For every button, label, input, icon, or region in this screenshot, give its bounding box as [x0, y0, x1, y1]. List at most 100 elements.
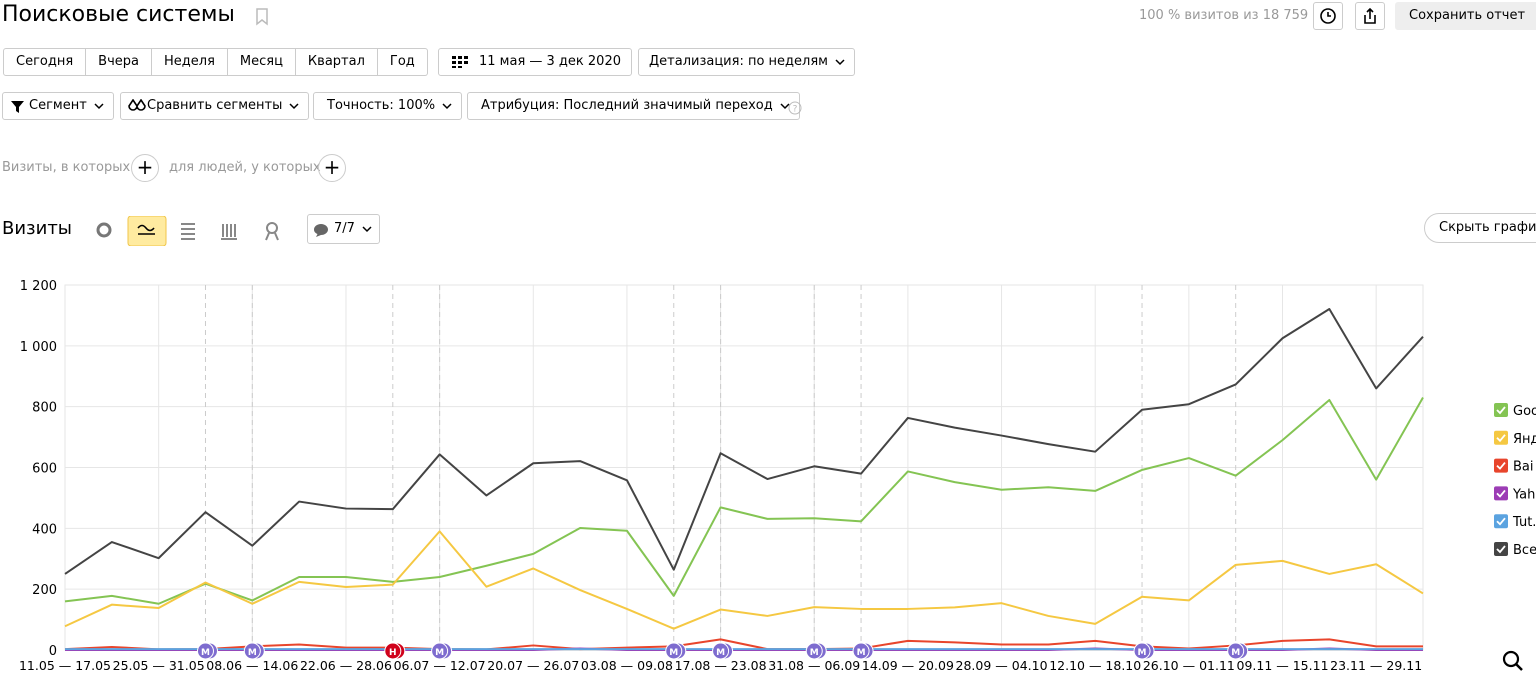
annotation-marker[interactable]: M — [852, 642, 874, 660]
period-button[interactable]: Квартал — [295, 48, 378, 76]
x-tick-label: 12.10 — 18.10 — [1049, 658, 1141, 673]
x-tick-label: 06.07 — 12.07 — [394, 658, 486, 673]
annotation-label: M — [810, 648, 819, 658]
legend-check — [1496, 406, 1506, 415]
annotation-marker[interactable]: H — [384, 642, 406, 660]
x-tick-label: 03.08 — 09.08 — [581, 658, 673, 673]
period-button[interactable]: Вчера — [86, 48, 152, 76]
compare-button[interactable]: Сравнить сегменты — [120, 92, 310, 120]
x-tick-label: 31.08 — 06.09 — [768, 658, 860, 673]
annotation-circle — [665, 642, 683, 660]
y-tick-label: 400 — [32, 522, 57, 537]
y-tick-label: 800 — [32, 401, 57, 416]
x-tick-label: 28.09 — 04.10 — [956, 658, 1048, 673]
series-line — [64, 397, 1424, 605]
visits-share: 100 % визитов из 18 759 — [1139, 8, 1309, 23]
series-count-button[interactable]: 7/7 — [307, 214, 380, 244]
x-tick-label: 23.11 — 29.11 — [1330, 658, 1422, 673]
filter-label: Атрибуция: Последний значимый переход — [481, 98, 773, 113]
y-tick-label: 1 000 — [20, 340, 57, 355]
series-line — [64, 530, 1424, 630]
detail-button[interactable]: Детализация: по неделям — [638, 48, 855, 76]
annotation-marker[interactable]: M — [712, 642, 734, 660]
history-button[interactable] — [1313, 2, 1343, 30]
legend-item[interactable]: Янд — [1494, 430, 1536, 447]
date-range-button[interactable]: 11 мая — 3 дек 2020 — [438, 48, 632, 76]
legend-check — [1496, 517, 1506, 526]
period-group: Сегодня Вчера Неделя Месяц Квартал Год — [3, 48, 428, 76]
annotation-circle — [1133, 642, 1151, 660]
legend-item[interactable]: Goo — [1494, 403, 1536, 419]
legend-item[interactable]: Все — [1494, 542, 1536, 558]
y-tick-label: 600 — [32, 462, 57, 477]
y-tick-label: 200 — [32, 583, 57, 598]
annotation-label: M — [248, 648, 257, 658]
annotation-circle — [852, 642, 870, 660]
hide-chart-button[interactable]: Скрыть график — [1424, 213, 1536, 243]
period-button[interactable]: Сегодня — [3, 48, 87, 76]
legend-item[interactable]: Tut. — [1494, 514, 1536, 530]
annotation-circle — [1227, 642, 1245, 660]
x-tick-label: 08.06 — 14.06 — [206, 658, 298, 673]
annotation-label: M — [669, 648, 678, 658]
x-tick-label: 09.11 — 15.11 — [1237, 658, 1329, 673]
legend-check — [1496, 462, 1506, 470]
annotation-marker[interactable]: M — [196, 642, 218, 660]
bookmark-icon[interactable] — [255, 8, 269, 26]
svg-text:?: ? — [793, 105, 798, 115]
annotation-marker[interactable]: M — [805, 642, 827, 660]
filter-label: Сравнить сегменты — [147, 98, 283, 113]
chart-type-switcher[interactable] — [90, 216, 290, 246]
annotation-marker[interactable]: M — [243, 642, 265, 660]
save-button[interactable]: Сохранить отчет — [1395, 2, 1536, 30]
annotation-marker[interactable]: M — [665, 642, 687, 660]
add-condition[interactable]: + — [318, 154, 346, 182]
legend-checkbox — [1494, 403, 1508, 417]
annotation-label: M — [435, 648, 444, 658]
legend-checkbox — [1494, 542, 1508, 556]
annotation-marker[interactable]: M — [1133, 642, 1155, 660]
legend-checkbox — [1494, 458, 1508, 473]
legend-label: Янд — [1513, 432, 1536, 447]
segment-button[interactable]: Сегмент — [2, 92, 114, 120]
period-button[interactable]: Год — [377, 48, 428, 76]
period-button[interactable]: Месяц — [227, 48, 296, 76]
legend-check — [1496, 489, 1506, 498]
annotation-circle — [384, 642, 402, 660]
x-tick-label: 25.05 — 31.05 — [113, 658, 205, 673]
period-button[interactable]: Неделя — [152, 48, 228, 76]
date-range: 11 мая — 3 дек 2020 — [479, 54, 621, 69]
legend-label: Все — [1513, 543, 1536, 558]
annotation-circle — [196, 642, 214, 660]
x-tick-label: 20.07 — 26.07 — [487, 658, 579, 673]
legend-checkbox — [1494, 486, 1508, 501]
search-icon[interactable] — [1502, 650, 1523, 671]
legend-checkbox — [1494, 430, 1508, 445]
series-line — [64, 308, 1424, 575]
annotation-circle — [243, 642, 261, 660]
legend-item[interactable]: Bai — [1494, 458, 1534, 475]
legend-checkbox — [1494, 514, 1508, 529]
help-icon[interactable]: ? — [788, 101, 802, 115]
annotation-label: M — [201, 648, 210, 658]
add-condition[interactable]: + — [131, 154, 159, 182]
series-count: 7/7 — [334, 221, 355, 236]
report-title: Поисковые системы — [2, 2, 235, 27]
condition-label: Визиты, в которых — [2, 160, 131, 175]
attribution-button[interactable]: Атрибуция: Последний значимый переход — [467, 92, 800, 120]
annotation-label: M — [1231, 648, 1240, 658]
annotation-circle — [712, 642, 730, 660]
legend-item[interactable]: Yah — [1494, 486, 1535, 502]
legend-label: Goo — [1513, 404, 1536, 419]
annotation-marker[interactable]: M — [1227, 642, 1249, 660]
x-tick-label: 22.06 — 28.06 — [300, 658, 392, 673]
series-line — [64, 638, 1423, 651]
legend-check — [1496, 545, 1506, 554]
x-tick-label: 26.10 — 01.11 — [1143, 658, 1235, 673]
annotation-label: H — [389, 648, 397, 658]
accuracy-button[interactable]: Точность: 100% — [313, 92, 463, 120]
export-button[interactable] — [1355, 2, 1385, 30]
annotation-marker[interactable]: M — [431, 642, 453, 660]
